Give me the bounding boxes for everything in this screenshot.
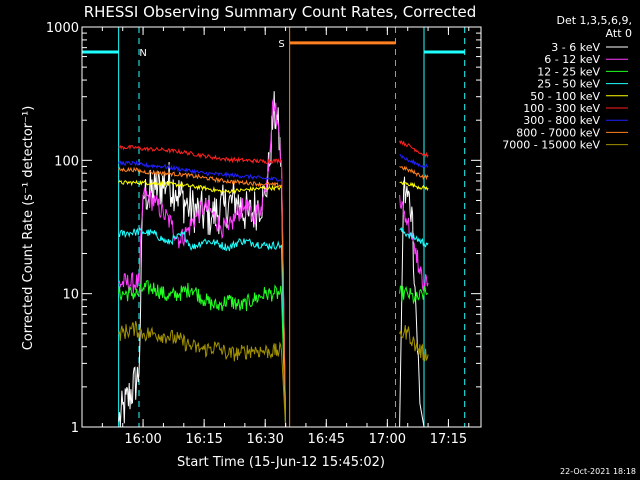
legend-header: Att 0 (606, 27, 632, 40)
series-layer (118, 91, 429, 428)
x-tick-label: 16:00 (124, 432, 161, 447)
series-line (118, 227, 287, 428)
series-line (118, 159, 287, 428)
footer-timestamp: 22-Oct-2021 18:18 (560, 467, 636, 476)
series-6-12kev (118, 98, 429, 428)
series-7000-15000kev (118, 321, 429, 428)
series-line-2 (399, 139, 429, 159)
x-tick-label: 16:45 (308, 432, 345, 447)
series-line (118, 166, 287, 428)
series-line-2 (399, 176, 429, 428)
y-tick-label: 1 (71, 421, 79, 436)
x-tick-label: 17:00 (369, 432, 406, 447)
series-line-2 (399, 194, 429, 291)
y-tick-label: 1000 (46, 21, 79, 36)
series-line (118, 280, 287, 428)
legend-label: 6 - 12 keV (544, 53, 600, 66)
series-line (118, 321, 287, 428)
plot-frame (81, 26, 482, 428)
series-line-2 (399, 165, 429, 181)
legend-label: 300 - 800 keV (523, 114, 600, 127)
series-line-2 (399, 285, 429, 305)
x-tick-label: 16:30 (246, 432, 283, 447)
series-300-800kev (118, 154, 429, 428)
legend-header: Det 1,3,5,6,9, (556, 14, 632, 27)
annotations: NS (82, 27, 466, 427)
series-100-300kev (118, 139, 429, 428)
legend-label: 12 - 25 keV (537, 65, 600, 78)
y-tick-label: 100 (54, 154, 79, 169)
series-800-7000kev (118, 165, 429, 428)
series-3-6kev (118, 91, 429, 428)
series-25-50kev (118, 226, 429, 428)
series-50-100kev (118, 179, 429, 428)
legend-label: 25 - 50 keV (537, 78, 600, 91)
series-12-25kev (118, 280, 429, 428)
series-line (118, 91, 287, 428)
saa-marker-label: S (278, 39, 284, 50)
legend-label: 50 - 100 keV (530, 90, 600, 103)
legend-label: 3 - 6 keV (551, 41, 600, 54)
y-axis: 1 10 100 1000 (46, 21, 481, 436)
series-line (118, 98, 287, 428)
series-line-2 (399, 226, 429, 248)
y-axis-label: Corrected Count Rate (s⁻¹ detector⁻¹) (21, 106, 36, 351)
series-line-2 (399, 180, 429, 191)
night-marker-label: N (139, 48, 146, 59)
x-tick-label: 16:15 (185, 432, 222, 447)
x-tick-label: 17:15 (430, 432, 467, 447)
series-line (118, 144, 287, 428)
y-tick-label: 10 (62, 288, 79, 303)
series-line (118, 179, 287, 428)
legend-label: 800 - 7000 keV (516, 126, 600, 139)
series-line-2 (399, 154, 429, 169)
legend-label: 100 - 300 keV (523, 102, 600, 115)
series-line-2 (399, 325, 429, 362)
legend-label: 7000 - 15000 keV (502, 139, 600, 152)
x-axis: 16:00 16:15 16:30 16:45 17:00 17:15 (81, 27, 470, 447)
chart-title: RHESSI Observing Summary Count Rates, Co… (84, 3, 477, 21)
x-axis-label: Start Time (15-Jun-12 15:45:02) (177, 455, 385, 470)
